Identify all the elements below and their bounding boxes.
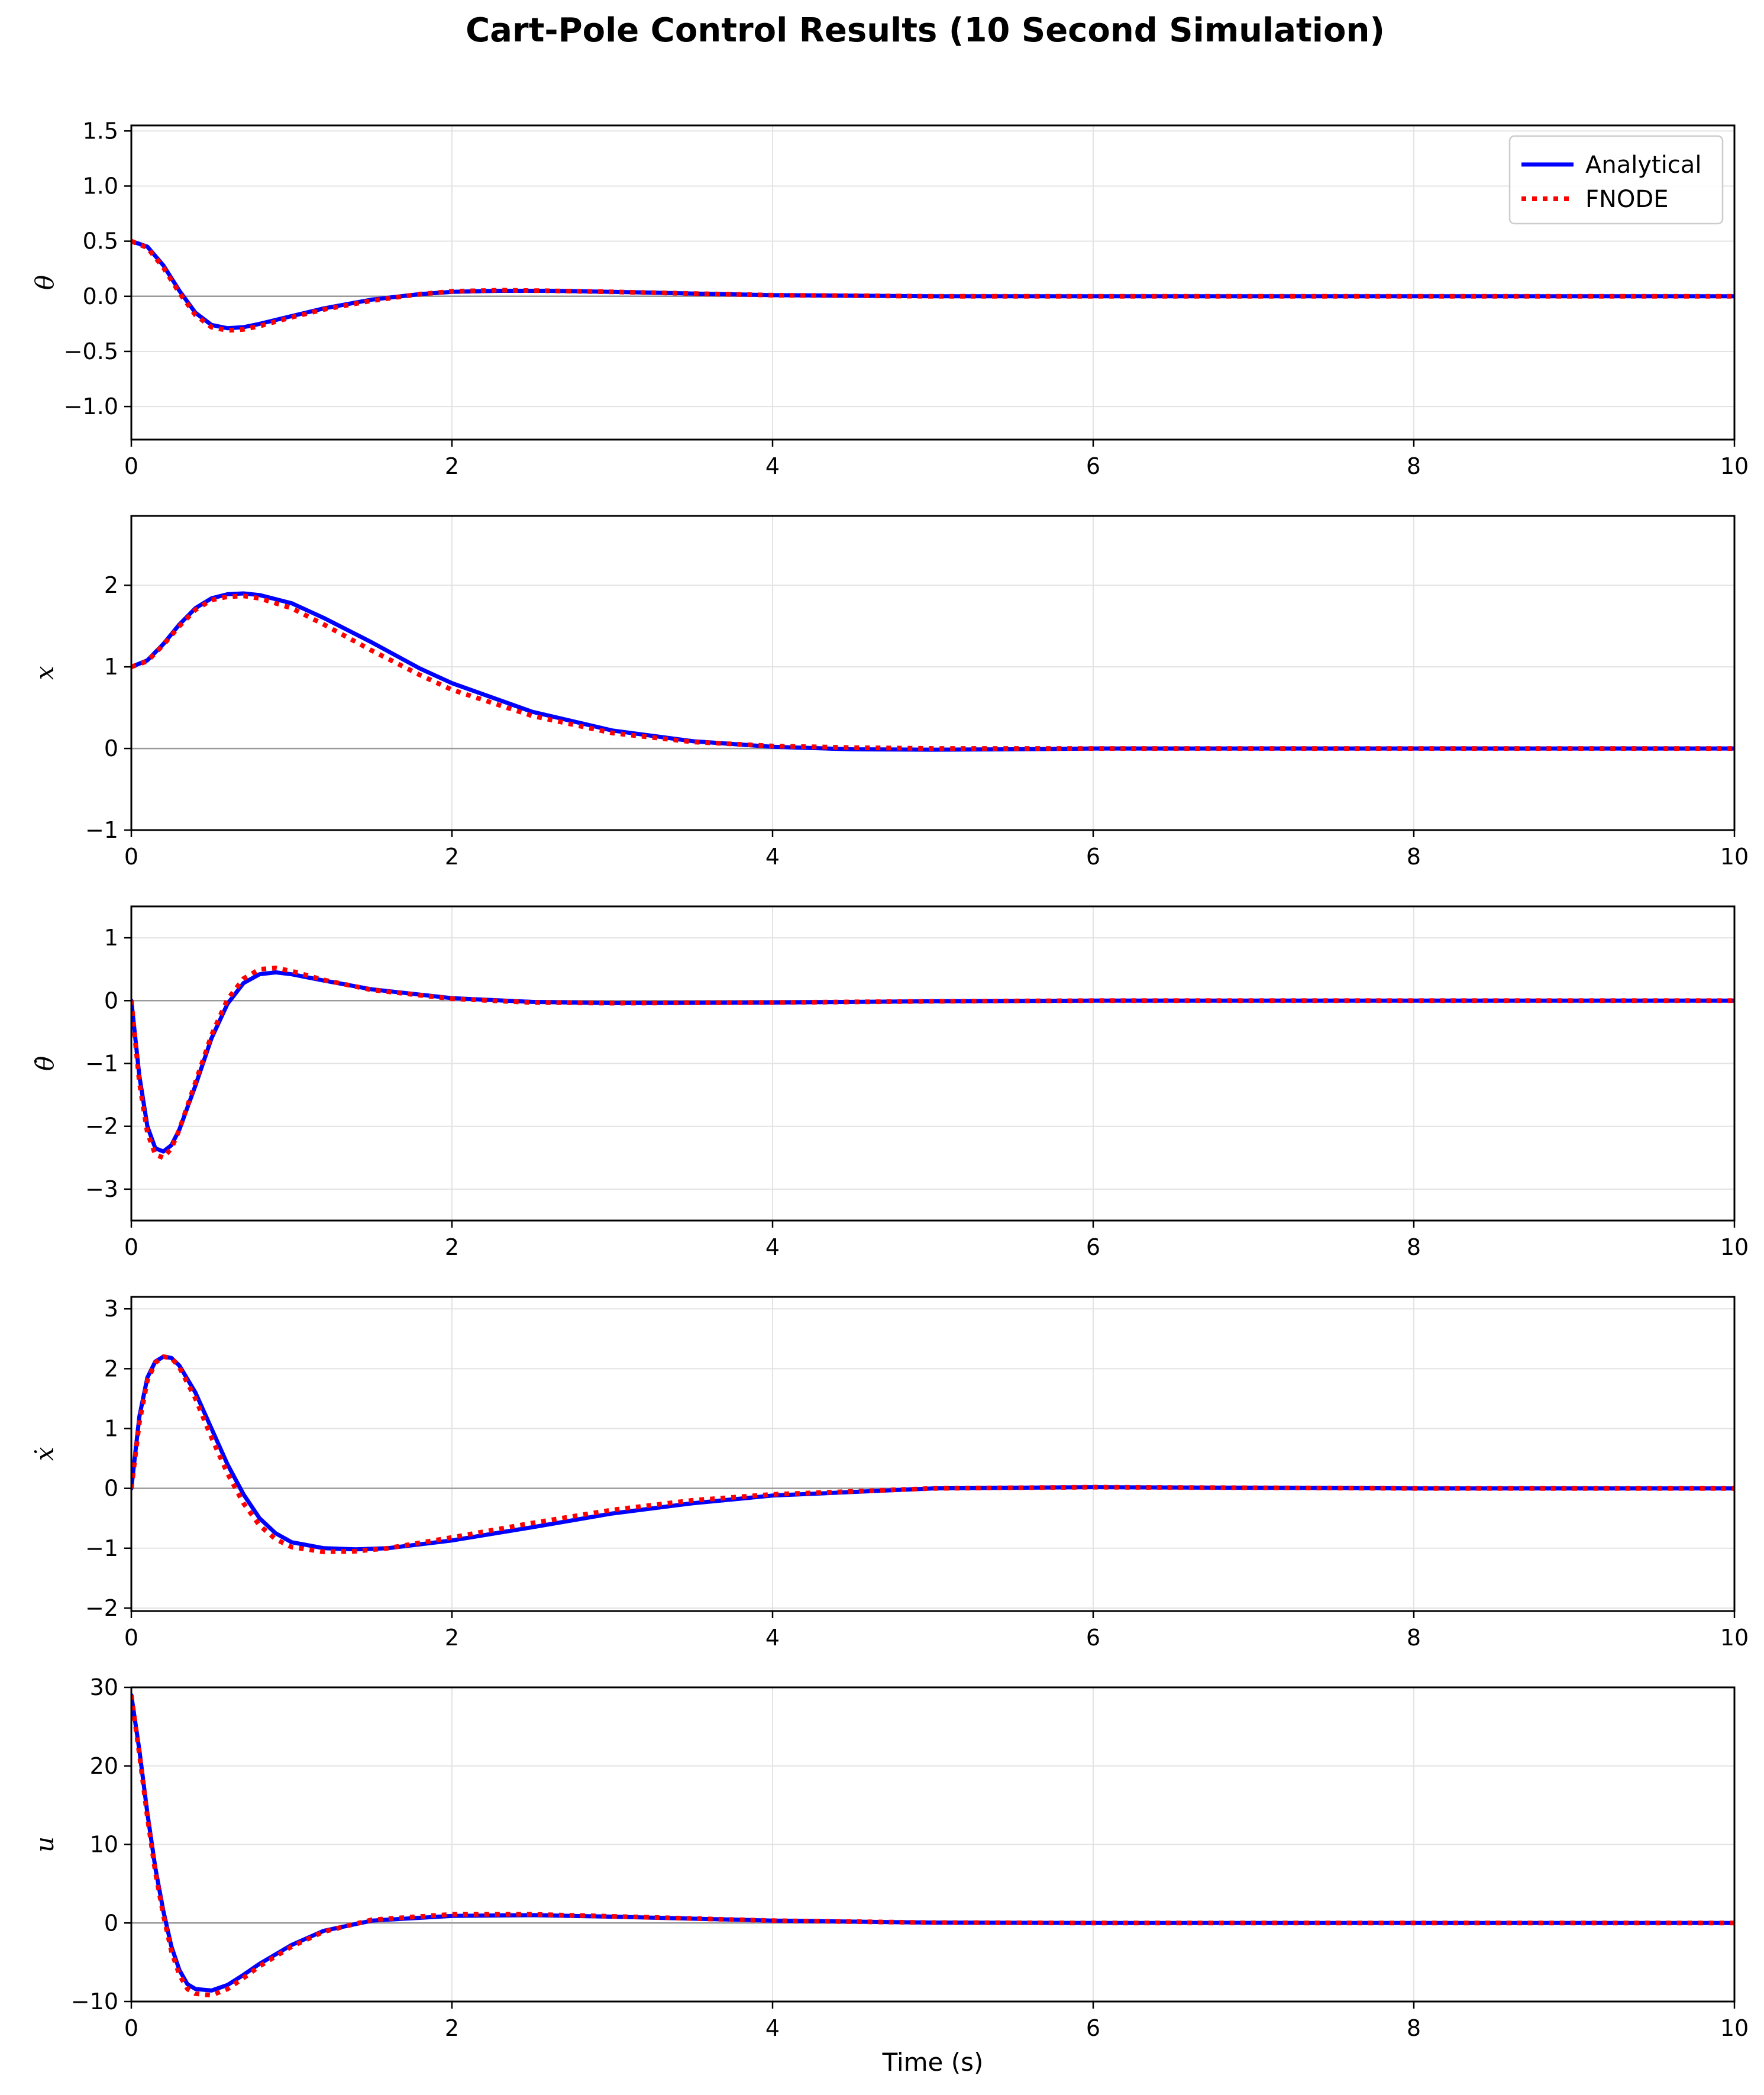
x-tick-label: 10 [1720, 1625, 1749, 1651]
x-tick-label: 4 [765, 453, 780, 479]
series-group [131, 966, 1734, 1160]
x-tick-label: 4 [765, 844, 780, 870]
series-group [131, 238, 1734, 333]
series-line-fnode [131, 966, 1734, 1160]
y-tick-label: 0 [104, 987, 118, 1013]
y-tick-label: 1 [104, 925, 118, 951]
series-group [131, 591, 1734, 752]
y-tick-label: 1.0 [83, 173, 118, 199]
x-tick-label: 2 [445, 1234, 459, 1260]
legend-box [1508, 135, 1724, 225]
series-group [131, 1354, 1734, 1554]
legend-label-analytical: Analytical [1585, 151, 1701, 179]
y-tick-label: 0 [104, 1476, 118, 1502]
y-axis-label: ẋ [30, 1447, 59, 1461]
y-tick-label: −2 [85, 1595, 118, 1621]
x-tick-label: 6 [1086, 453, 1100, 479]
axes-frame [130, 124, 1736, 441]
x-tick-label: 4 [765, 1625, 780, 1651]
y-axis-label: θ [30, 275, 59, 290]
y-tick-label: 0 [104, 735, 118, 761]
y-tick-label: 0.0 [83, 283, 118, 309]
x-tick-label: 4 [765, 2015, 780, 2041]
y-tick-label: −1 [85, 1051, 118, 1077]
panel-x-dot: 0 2 4 6 8 10 −2 −1 0 1 2 3 ẋ [30, 1296, 1749, 1651]
y-tick-label: 30 [90, 1674, 118, 1700]
y-tick-label: −1.0 [64, 393, 118, 419]
y-tick-label: −1 [85, 817, 118, 843]
y-tick-label: −0.5 [64, 338, 118, 364]
x-tick-label: 2 [445, 453, 459, 479]
y-tick-label: −1 [85, 1535, 118, 1561]
series-line-fnode [131, 238, 1734, 333]
series-line-analytical [131, 970, 1734, 1154]
x-tick-label: 10 [1720, 1234, 1749, 1260]
series-line-fnode [131, 593, 1734, 751]
x-tick-label: 0 [124, 2015, 138, 2041]
x-tick-label: 0 [124, 1625, 138, 1651]
x-tick-label: 2 [445, 1625, 459, 1651]
x-tick-label: 10 [1720, 844, 1749, 870]
x-tick-label: 4 [765, 1234, 780, 1260]
axes-frame [130, 515, 1736, 831]
y-tick-label: 10 [90, 1832, 118, 1858]
x-tick-label: 6 [1086, 844, 1100, 870]
series-line-analytical [131, 1354, 1734, 1552]
x-tick-label: 8 [1407, 844, 1421, 870]
panel-theta-dot: 0 2 4 6 8 10 −3 −2 −1 0 1 θ̇ [30, 905, 1749, 1260]
x-tick-label: 0 [124, 1234, 138, 1260]
y-tick-label: 1 [104, 1416, 118, 1442]
x-tick-label: 8 [1407, 2015, 1421, 2041]
y-tick-label: −2 [85, 1113, 118, 1140]
x-tick-label: 0 [124, 453, 138, 479]
legend-label-fnode: FNODE [1585, 186, 1669, 213]
y-axis-label: θ̇ [30, 1056, 59, 1071]
x-tick-label: 10 [1720, 453, 1749, 479]
x-tick-label: 8 [1407, 453, 1421, 479]
series-line-analytical [131, 1693, 1734, 1993]
y-tick-label: 20 [90, 1753, 118, 1779]
x-tick-label: 8 [1407, 1234, 1421, 1260]
legend: Analytical FNODE [1508, 135, 1724, 225]
y-tick-label: 1 [104, 654, 118, 680]
x-tick-label: 0 [124, 844, 138, 870]
x-tick-label: 2 [445, 2015, 459, 2041]
y-tick-label: 1.5 [83, 118, 118, 144]
x-tick-label: 8 [1407, 1625, 1421, 1651]
panels: 0 2 4 6 8 10−1.0−0.50.00.51.01.5θ0 2 4 6 8 10−1012… [30, 118, 1749, 2041]
series-line-analytical [131, 239, 1734, 331]
x-tick-label: 10 [1720, 2015, 1749, 2041]
x-tick-label: 6 [1086, 2015, 1100, 2041]
y-axis-label: u [30, 1836, 59, 1852]
y-tick-label: 3 [104, 1296, 118, 1322]
y-tick-label: 2 [104, 572, 118, 598]
y-tick-label: 0.5 [83, 228, 118, 254]
y-tick-label: −10 [71, 1989, 118, 2015]
y-tick-label: 0 [104, 1910, 118, 1936]
series-line-fnode [131, 1694, 1734, 1998]
y-axis-label: x [30, 666, 59, 680]
x-tick-label: 2 [445, 844, 459, 870]
series-line-fnode [131, 1354, 1734, 1554]
x-tick-label: 6 [1086, 1625, 1100, 1651]
x-axis-label: Time (s) [882, 2048, 984, 2077]
y-tick-label: 2 [104, 1355, 118, 1381]
axes-frame [130, 1296, 1736, 1612]
series-line-analytical [131, 591, 1734, 752]
x-tick-label: 6 [1086, 1234, 1100, 1260]
y-tick-label: −3 [85, 1176, 118, 1202]
figure-title: Cart-Pole Control Results (10 Second Sim… [466, 11, 1385, 50]
series-group [131, 1693, 1734, 1998]
panel-theta: 0 2 4 6 8 10 −1.0 −0.5 0.0 0.5 1.0 1.5 θ [30, 118, 1749, 479]
